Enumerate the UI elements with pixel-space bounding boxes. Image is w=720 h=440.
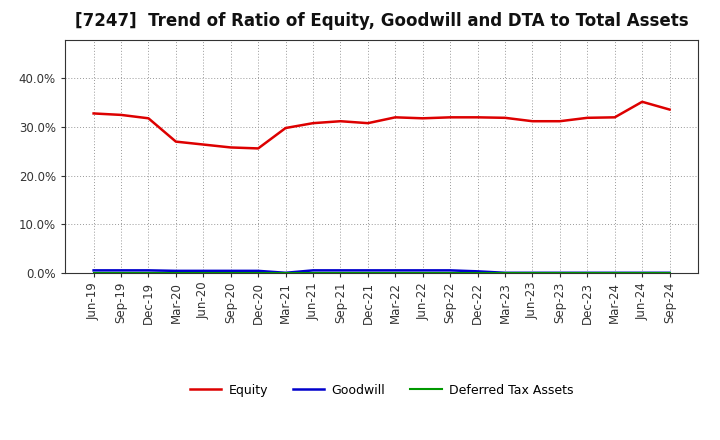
Equity (282, 125, 290, 131)
Deferred Tax Assets (665, 270, 674, 275)
Equity (89, 111, 98, 116)
Deferred Tax Assets (144, 270, 153, 275)
Deferred Tax Assets (391, 270, 400, 275)
Equity (117, 112, 125, 117)
Goodwill (528, 270, 537, 275)
Goodwill (89, 268, 98, 273)
Equity (144, 116, 153, 121)
Deferred Tax Assets (638, 270, 647, 275)
Goodwill (500, 270, 509, 275)
Equity (309, 121, 318, 126)
Equity (611, 115, 619, 120)
Deferred Tax Assets (418, 270, 427, 275)
Goodwill (199, 268, 207, 274)
Goodwill (556, 270, 564, 275)
Equity (583, 115, 592, 121)
Equity (199, 142, 207, 147)
Deferred Tax Assets (583, 270, 592, 275)
Equity (171, 139, 180, 144)
Deferred Tax Assets (336, 270, 345, 275)
Goodwill (665, 270, 674, 275)
Goodwill (144, 268, 153, 273)
Equity (665, 107, 674, 112)
Deferred Tax Assets (611, 270, 619, 275)
Equity (500, 115, 509, 121)
Deferred Tax Assets (199, 270, 207, 275)
Equity (391, 115, 400, 120)
Deferred Tax Assets (364, 270, 372, 275)
Deferred Tax Assets (556, 270, 564, 275)
Goodwill (309, 268, 318, 273)
Equity (473, 115, 482, 120)
Deferred Tax Assets (309, 270, 318, 275)
Deferred Tax Assets (528, 270, 537, 275)
Title: [7247]  Trend of Ratio of Equity, Goodwill and DTA to Total Assets: [7247] Trend of Ratio of Equity, Goodwil… (75, 12, 688, 30)
Legend: Equity, Goodwill, Deferred Tax Assets: Equity, Goodwill, Deferred Tax Assets (184, 379, 579, 402)
Line: Equity: Equity (94, 102, 670, 148)
Equity (418, 116, 427, 121)
Deferred Tax Assets (500, 270, 509, 275)
Equity (528, 118, 537, 124)
Goodwill (226, 268, 235, 274)
Deferred Tax Assets (117, 270, 125, 275)
Goodwill (638, 270, 647, 275)
Equity (336, 118, 345, 124)
Goodwill (171, 268, 180, 274)
Goodwill (364, 268, 372, 273)
Equity (364, 121, 372, 126)
Goodwill (446, 268, 454, 273)
Deferred Tax Assets (171, 270, 180, 275)
Goodwill (254, 268, 263, 274)
Goodwill (418, 268, 427, 273)
Equity (556, 118, 564, 124)
Goodwill (117, 268, 125, 273)
Equity (638, 99, 647, 104)
Line: Goodwill: Goodwill (94, 270, 670, 273)
Deferred Tax Assets (254, 270, 263, 275)
Goodwill (282, 270, 290, 275)
Equity (446, 115, 454, 120)
Deferred Tax Assets (473, 270, 482, 275)
Goodwill (611, 270, 619, 275)
Equity (254, 146, 263, 151)
Equity (226, 145, 235, 150)
Deferred Tax Assets (446, 270, 454, 275)
Goodwill (473, 269, 482, 274)
Deferred Tax Assets (89, 270, 98, 275)
Goodwill (391, 268, 400, 273)
Goodwill (583, 270, 592, 275)
Deferred Tax Assets (226, 270, 235, 275)
Goodwill (336, 268, 345, 273)
Deferred Tax Assets (282, 270, 290, 275)
